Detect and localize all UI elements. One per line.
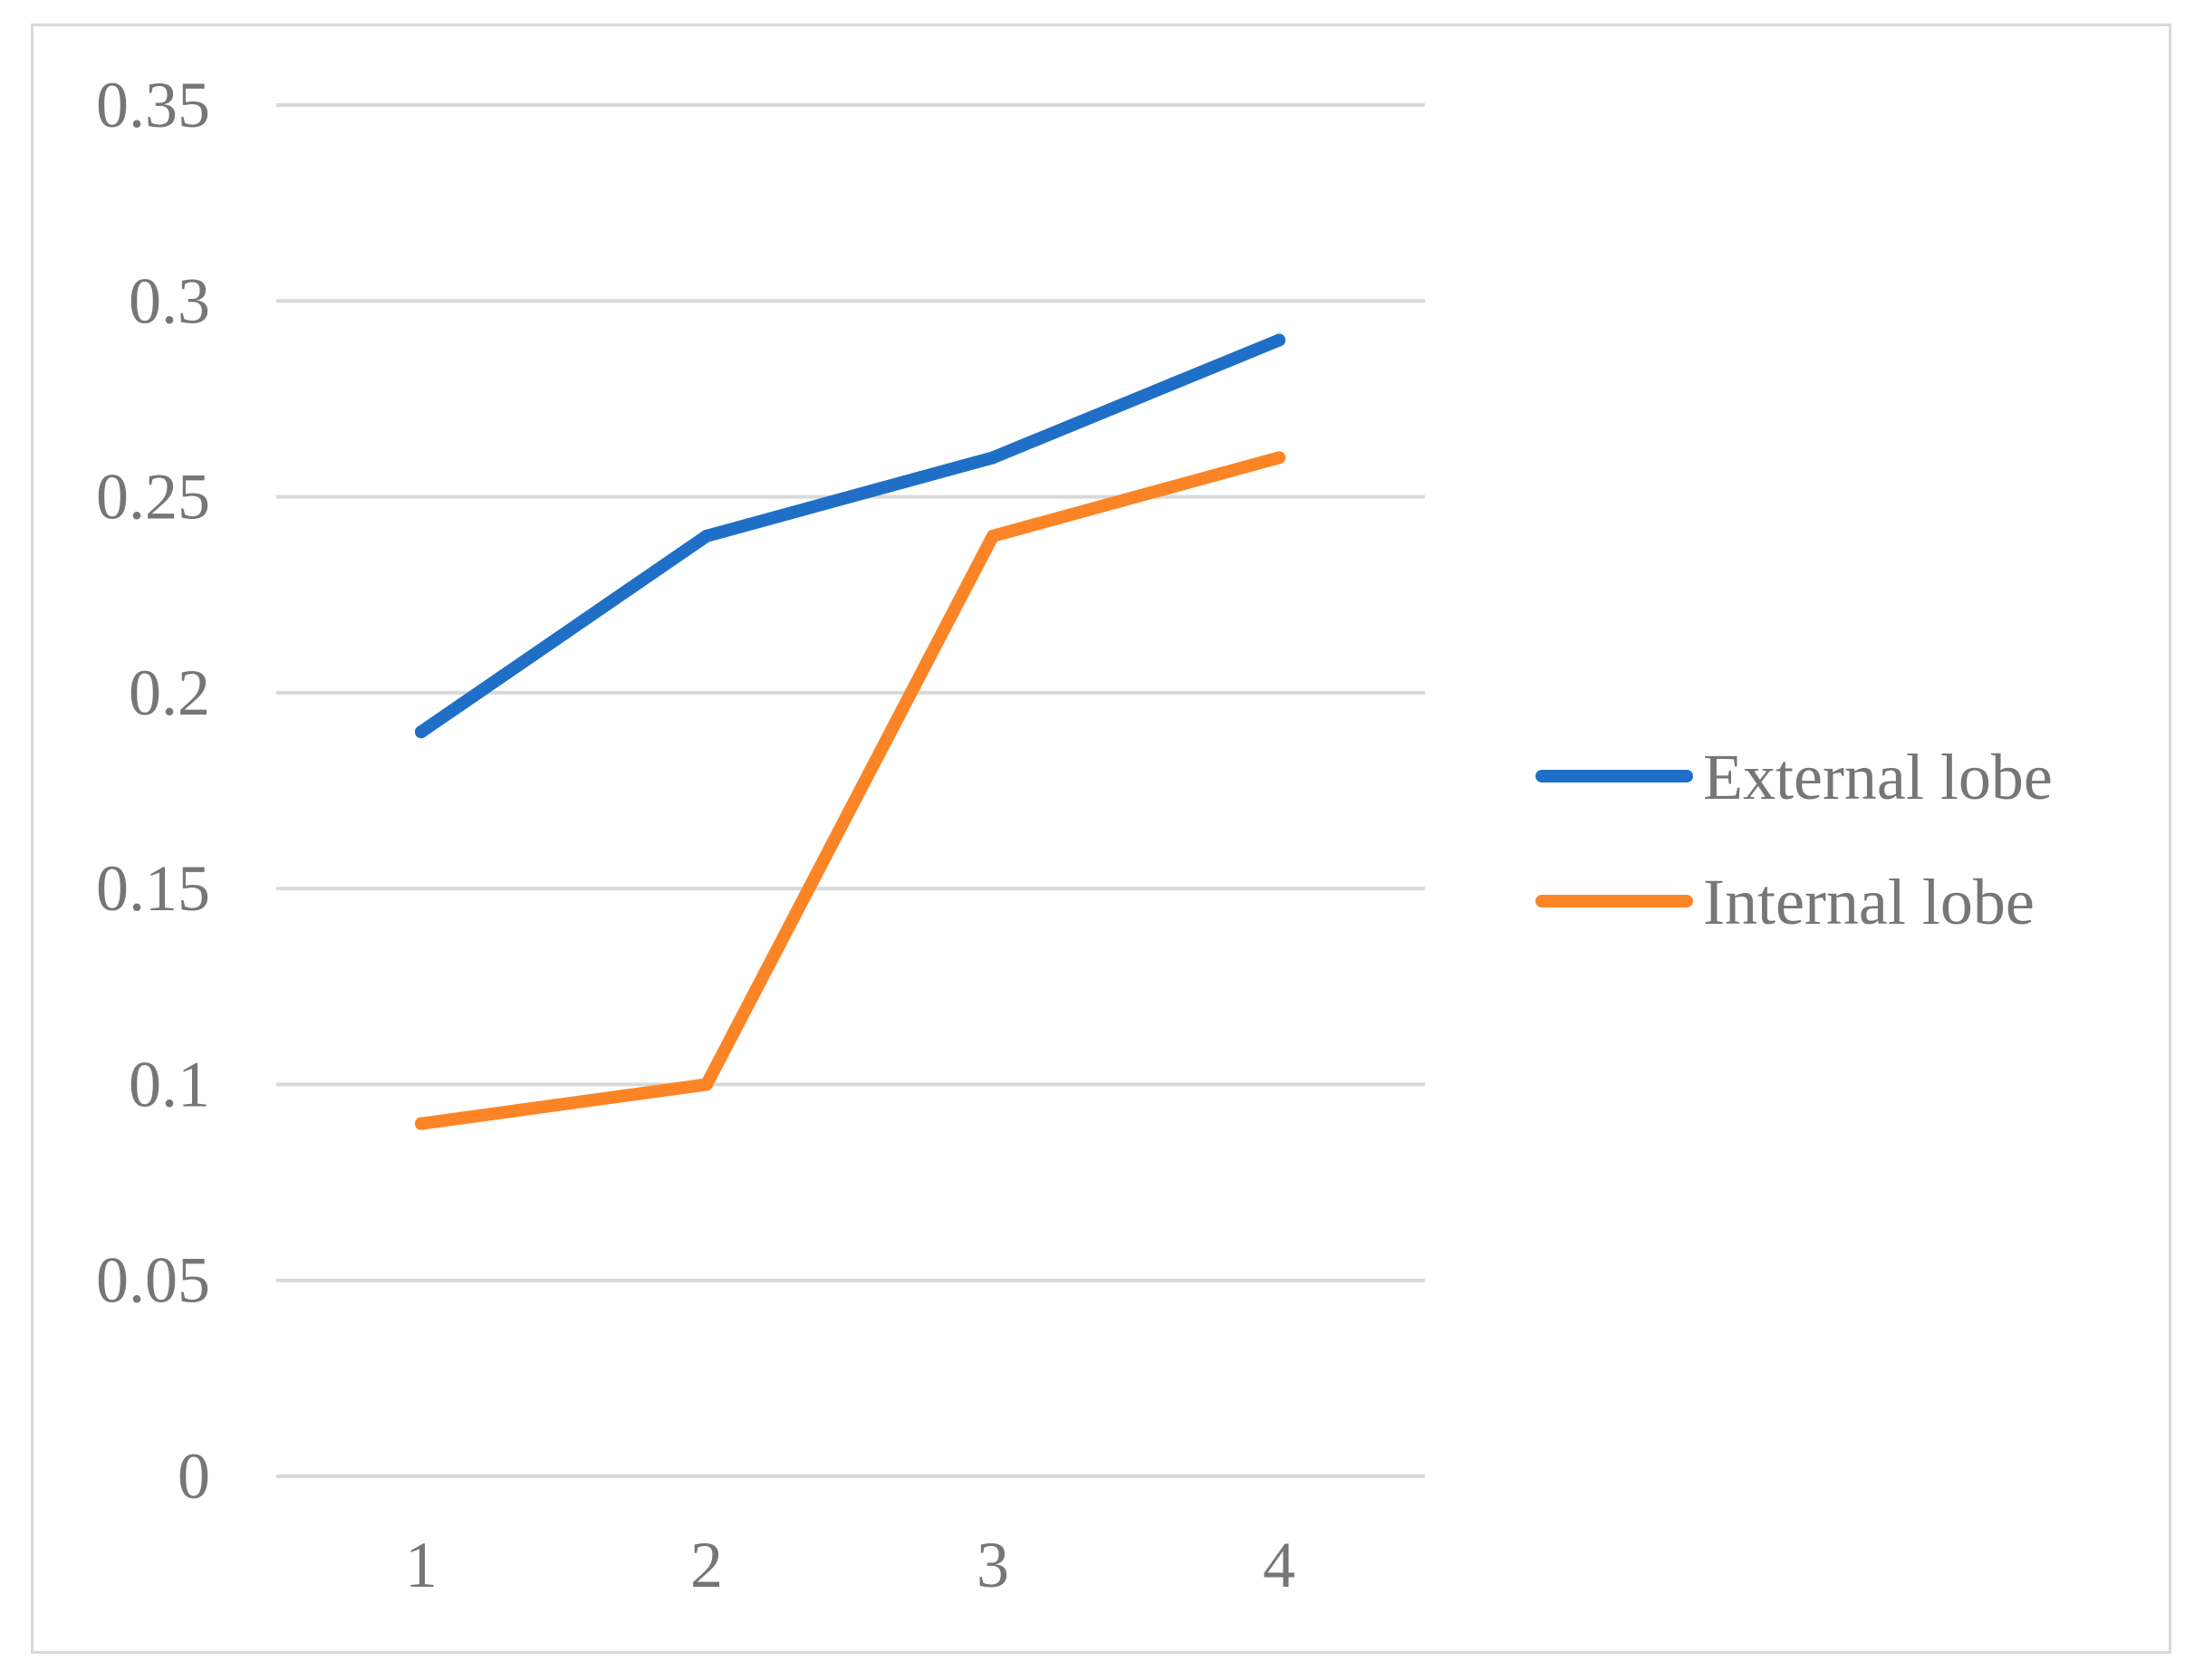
- y-tick-label: 0.1: [129, 1048, 210, 1120]
- x-axis-ticks: 1 2 3 4: [405, 1529, 1295, 1601]
- x-tick-label: 3: [977, 1529, 1009, 1601]
- legend-label-1: Internal lobe: [1703, 866, 2035, 938]
- series-line-0: [415, 333, 1285, 739]
- y-tick-label: 0.25: [96, 461, 210, 533]
- y-tick-label: 0.05: [96, 1244, 210, 1317]
- y-tick-label: 0.3: [129, 264, 210, 337]
- legend-label-0: External lobe: [1703, 741, 2053, 813]
- data-point-series-0-0: [415, 725, 428, 739]
- data-point-series-1-1: [700, 1078, 713, 1091]
- y-tick-label: 0: [178, 1440, 210, 1512]
- data-point-series-1-0: [415, 1117, 428, 1130]
- series-line-1: [415, 451, 1285, 1130]
- data-point-series-0-3: [1273, 333, 1285, 347]
- y-tick-label: 0.2: [129, 657, 210, 729]
- chart-frame: [31, 24, 2171, 1654]
- x-tick-label: 1: [405, 1529, 438, 1601]
- y-axis-ticks: 0 0.05 0.1 0.15 0.2 0.25 0.3 0.35: [96, 69, 210, 1512]
- legend: External lobe Internal lobe: [1535, 741, 2053, 938]
- data-point-series-0-1: [700, 529, 713, 542]
- series-lines: [415, 333, 1285, 1130]
- x-tick-label: 4: [1263, 1529, 1295, 1601]
- data-point-series-1-3: [1273, 451, 1285, 465]
- gridlines: [276, 103, 1425, 1478]
- x-tick-label: 2: [690, 1529, 723, 1601]
- y-tick-label: 0.35: [96, 69, 210, 141]
- data-point-series-1-2: [987, 529, 999, 542]
- data-point-series-0-2: [987, 451, 999, 465]
- y-tick-label: 0.15: [96, 852, 210, 925]
